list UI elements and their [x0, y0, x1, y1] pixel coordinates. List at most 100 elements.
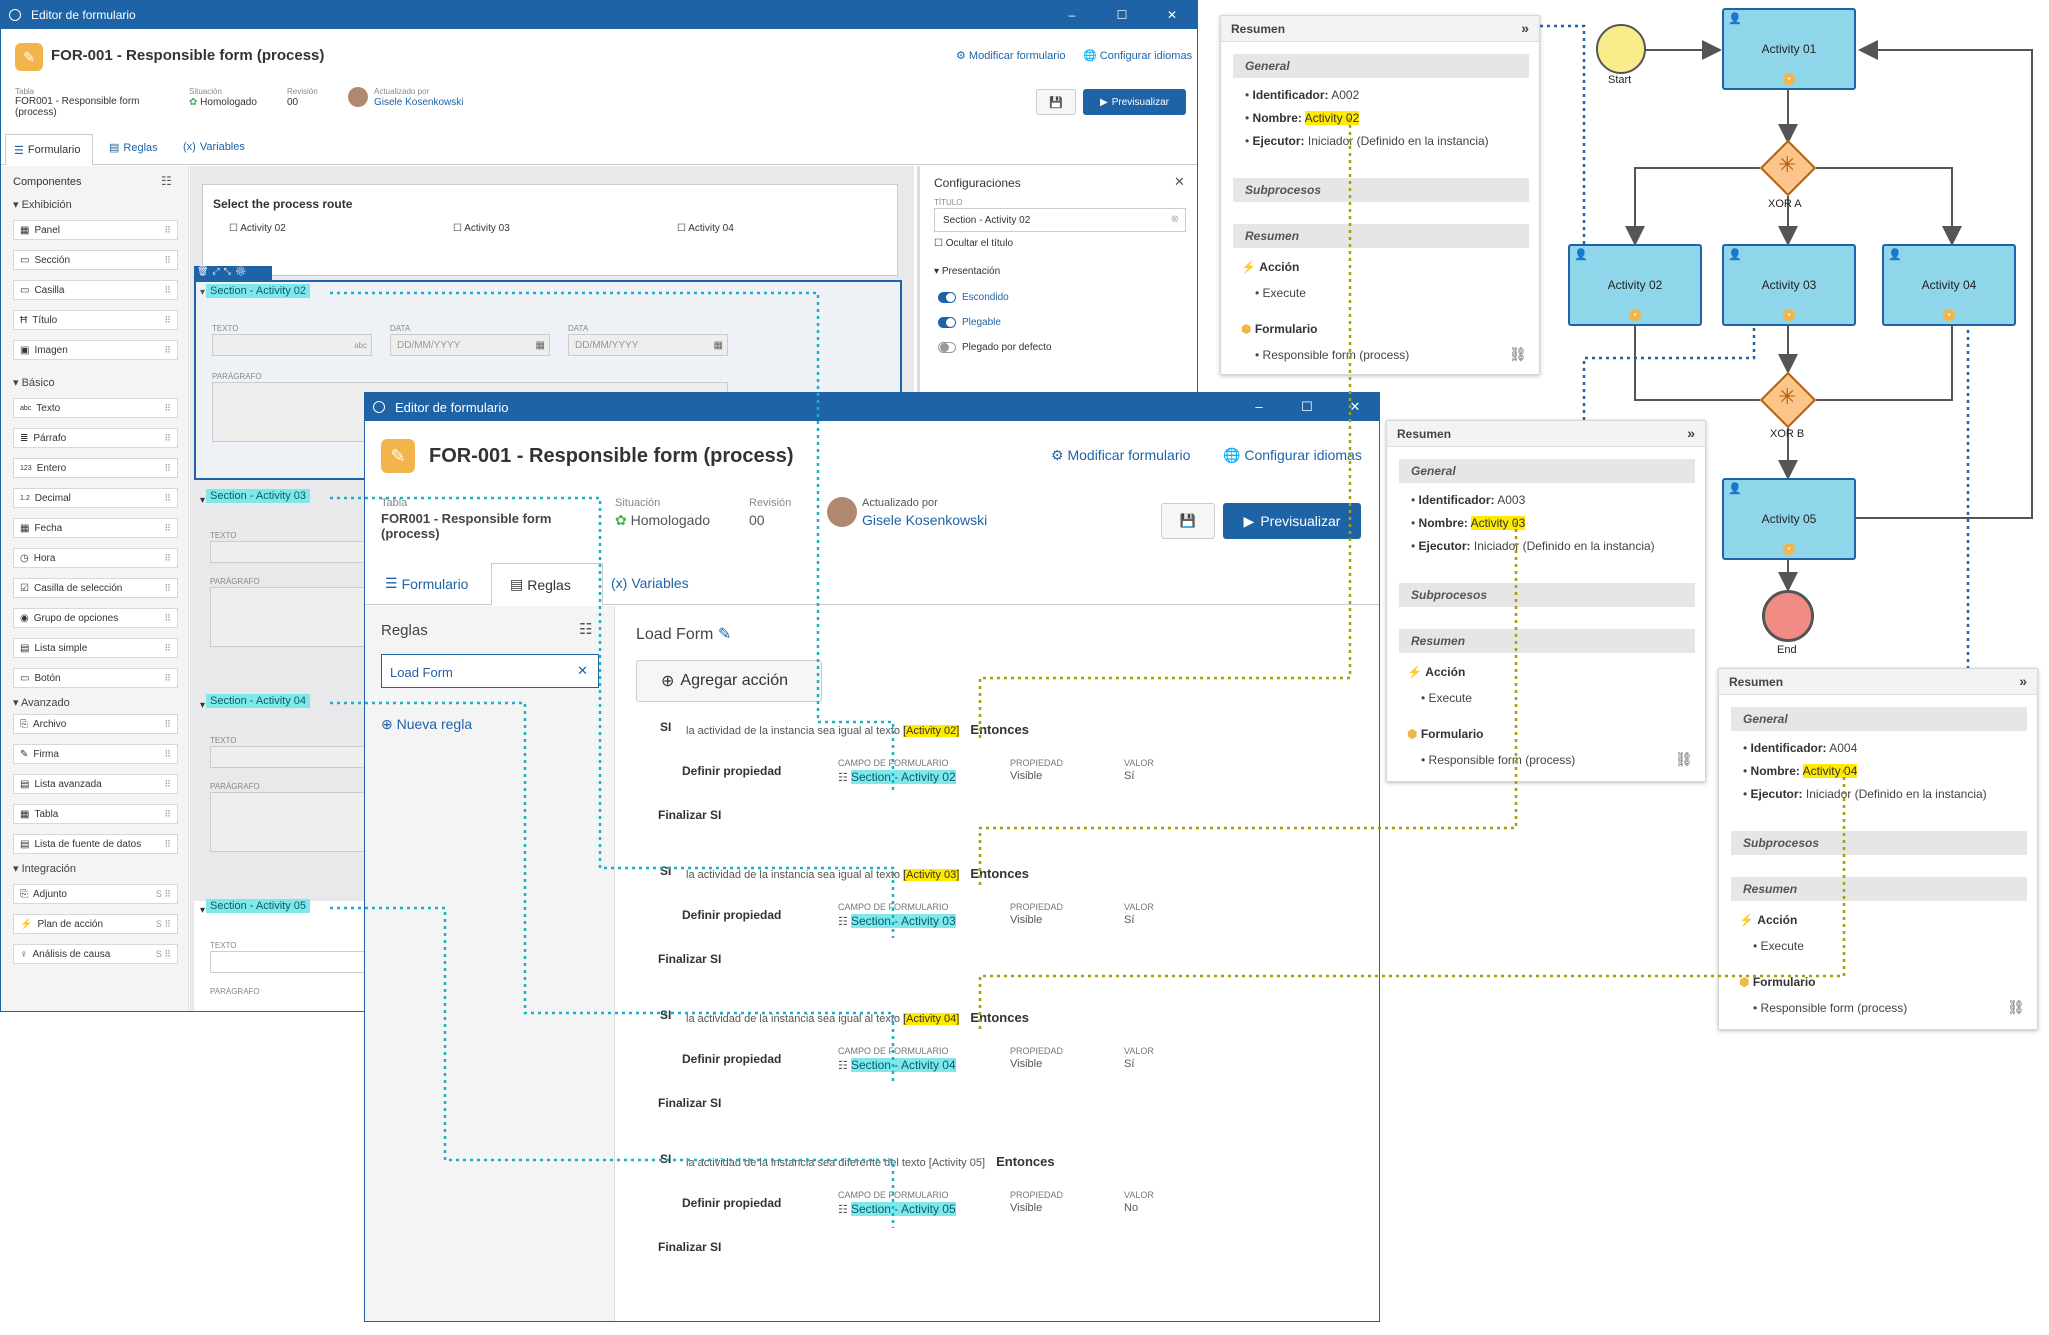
- calendar-icon[interactable]: ▦: [535, 339, 545, 351]
- preview-button[interactable]: ▶ Previsualizar: [1083, 89, 1186, 115]
- section-label-activity-05[interactable]: Section - Activity 05: [206, 899, 310, 913]
- tab-variables[interactable]: (x) Variables: [611, 575, 689, 591]
- collapse-panel-icon[interactable]: »: [1521, 20, 1529, 36]
- component-lista-simple[interactable]: ▤ Lista simple ⠿: [13, 638, 178, 658]
- component-panel[interactable]: ▦ Panel ⠿: [13, 220, 178, 240]
- category-integracion[interactable]: ▾ Integración: [13, 863, 77, 875]
- toggle-plegado-defecto[interactable]: [938, 342, 956, 353]
- drag-handle-icon[interactable]: ⠿: [164, 314, 171, 325]
- tab-variables[interactable]: (x) Variables: [183, 141, 245, 153]
- tab-formulario[interactable]: ☰ Formulario: [5, 134, 93, 165]
- component-archivo[interactable]: ⎘ Archivo ⠿: [13, 714, 178, 734]
- drag-handle-icon[interactable]: ⠿: [164, 808, 171, 819]
- drag-handle-icon[interactable]: ⠿: [164, 254, 171, 265]
- drag-handle-icon[interactable]: ⠿: [164, 838, 171, 849]
- route-panel[interactable]: Select the process route ☐ Activity 02 ☐…: [202, 184, 898, 276]
- close-icon[interactable]: ✕: [1349, 399, 1361, 414]
- maximize-icon[interactable]: ☐: [1301, 399, 1313, 414]
- component-entero[interactable]: 123 Entero ⠿: [13, 458, 178, 478]
- rule-condition[interactable]: la actividad de la instancia sea igual a…: [686, 722, 1029, 737]
- component-casilla[interactable]: ▭ Casilla ⠿: [13, 280, 178, 300]
- category-avanzado[interactable]: ▾ Avanzado: [13, 697, 70, 709]
- activity-01-node[interactable]: 👤 Activity 01 ▪: [1722, 8, 1856, 90]
- collapse-arrow-icon[interactable]: ▾: [200, 287, 206, 298]
- check-activity-04[interactable]: ☐ Activity 04: [677, 223, 734, 234]
- remove-rule-icon[interactable]: ✕: [577, 663, 588, 678]
- component-tabla[interactable]: ▦ Tabla ⠿: [13, 804, 178, 824]
- component-fecha[interactable]: ▦ Fecha ⠿: [13, 518, 178, 538]
- action-name[interactable]: Definir propiedad: [682, 1196, 782, 1210]
- component-casilla-seleccion[interactable]: ☑ Casilla de selección ⠿: [13, 578, 178, 598]
- unlink-icon[interactable]: ⛓: [1509, 346, 1527, 362]
- unlink-icon[interactable]: ⛓: [2007, 999, 2025, 1015]
- field-value[interactable]: ☷ Section - Activity 05: [838, 1202, 956, 1216]
- field-value[interactable]: ☷ Section - Activity 04: [838, 1058, 956, 1072]
- configure-languages-link[interactable]: 🌐 Configurar idiomas: [1083, 50, 1193, 62]
- activity-04-node[interactable]: 👤 Activity 04 ▪: [1882, 244, 2016, 326]
- drag-handle-icon[interactable]: ⠿: [164, 402, 171, 413]
- components-menu-icon[interactable]: ☷: [161, 174, 172, 188]
- titulo-input[interactable]: Section - Activity 02 ⊗: [934, 208, 1186, 232]
- component-imagen[interactable]: ▣ Imagen ⠿: [13, 340, 178, 360]
- drag-handle-icon[interactable]: ⠿: [164, 718, 171, 729]
- new-rule-link[interactable]: ⊕ Nueva regla: [381, 716, 472, 733]
- section-toolbar[interactable]: 🗑⤢⤡⚙: [194, 266, 272, 280]
- field-value[interactable]: ☷ Section - Activity 03: [838, 914, 956, 928]
- tab-reglas[interactable]: ▤ Reglas: [109, 141, 158, 155]
- drag-handle-icon[interactable]: ⠿: [164, 344, 171, 355]
- drag-handle-icon[interactable]: ⠿: [164, 224, 171, 235]
- drag-handle-icon[interactable]: S ⠿: [155, 918, 171, 929]
- hide-title-checkbox[interactable]: ☐ Ocultar el título: [934, 238, 1014, 249]
- category-basico[interactable]: ▾ Básico: [13, 377, 55, 389]
- check-activity-03[interactable]: ☐ Activity 03: [453, 223, 510, 234]
- drag-handle-icon[interactable]: ⠿: [164, 582, 171, 593]
- component-adjunto[interactable]: ⎘ Adjunto S ⠿: [13, 884, 178, 904]
- collapse-arrow-icon[interactable]: ▾: [200, 700, 206, 711]
- drag-handle-icon[interactable]: ⠿: [164, 642, 171, 653]
- collapse-arrow-icon[interactable]: ▾: [200, 495, 206, 506]
- modify-form-link[interactable]: ⚙ Modificar formulario: [1051, 447, 1191, 463]
- action-name[interactable]: Definir propiedad: [682, 1052, 782, 1066]
- rule-condition[interactable]: la actividad de la instancia sea igual a…: [686, 1010, 1029, 1025]
- start-event[interactable]: [1596, 24, 1646, 74]
- rule-item-load-form[interactable]: Load Form ✕: [381, 654, 599, 688]
- section-activity-04-body[interactable]: ▾ TEXTO PARÁGRAFO: [194, 696, 902, 856]
- section-label-activity-04[interactable]: Section - Activity 04: [206, 694, 310, 708]
- tab-reglas[interactable]: ▤ Reglas: [491, 563, 603, 605]
- field-value[interactable]: ☷ Section - Activity 02: [838, 770, 956, 784]
- save-button[interactable]: 💾: [1161, 503, 1215, 539]
- component-plan-accion[interactable]: ⚡ Plan de acción S ⠿: [13, 914, 178, 934]
- collapse-panel-icon[interactable]: »: [2019, 673, 2027, 689]
- component-decimal[interactable]: 1.2 Decimal ⠿: [13, 488, 178, 508]
- close-icon[interactable]: ✕: [1166, 8, 1178, 22]
- drag-handle-icon[interactable]: ⠿: [164, 432, 171, 443]
- updated-user-link[interactable]: Gisele Kosenkowski: [862, 512, 988, 528]
- drag-handle-icon[interactable]: ⠿: [164, 748, 171, 759]
- save-button[interactable]: 💾: [1036, 89, 1076, 115]
- component-hora[interactable]: ◷ Hora ⠿: [13, 548, 178, 568]
- category-exhibicion[interactable]: ▾ Exhibición: [13, 199, 72, 211]
- component-analisis-causa[interactable]: ♀ Análisis de causa S ⠿: [13, 944, 178, 964]
- component-lista-avanzada[interactable]: ▤ Lista avanzada ⠿: [13, 774, 178, 794]
- drag-handle-icon[interactable]: ⠿: [164, 672, 171, 683]
- texto-input[interactable]: abc: [212, 334, 372, 356]
- drag-handle-icon[interactable]: ⠿: [164, 778, 171, 789]
- drag-handle-icon[interactable]: ⠿: [164, 492, 171, 503]
- drag-handle-icon[interactable]: S ⠿: [155, 948, 171, 959]
- parrafo-input[interactable]: [210, 792, 370, 852]
- toggle-escondido[interactable]: [938, 292, 956, 303]
- component-firma[interactable]: ✎ Firma ⠿: [13, 744, 178, 764]
- parrafo-input[interactable]: [210, 587, 370, 647]
- component-boton[interactable]: ▭ Botón ⠿: [13, 668, 178, 688]
- collapse-panel-icon[interactable]: »: [1687, 425, 1695, 441]
- drag-handle-icon[interactable]: ⠿: [164, 612, 171, 623]
- close-icon[interactable]: ✕: [1174, 174, 1185, 189]
- action-name[interactable]: Definir propiedad: [682, 764, 782, 778]
- drag-handle-icon[interactable]: ⠿: [164, 462, 171, 473]
- component-seccion[interactable]: ▭ Sección ⠿: [13, 250, 178, 270]
- component-lista-fuente-datos[interactable]: ▤ Lista de fuente de datos ⠿: [13, 834, 178, 854]
- edit-pencil-icon[interactable]: ✎: [717, 626, 732, 643]
- activity-05-node[interactable]: 👤 Activity 05 ▪: [1722, 478, 1856, 560]
- maximize-icon[interactable]: ☐: [1116, 8, 1128, 22]
- section-label-activity-02[interactable]: Section - Activity 02: [206, 284, 310, 298]
